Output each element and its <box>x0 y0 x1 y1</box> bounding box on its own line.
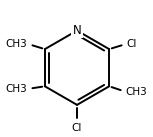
Text: Cl: Cl <box>72 123 82 133</box>
Text: CH3: CH3 <box>6 39 28 49</box>
Text: CH3: CH3 <box>6 84 28 94</box>
Text: N: N <box>73 24 81 37</box>
Text: Cl: Cl <box>126 39 137 49</box>
Text: CH3: CH3 <box>125 87 147 97</box>
